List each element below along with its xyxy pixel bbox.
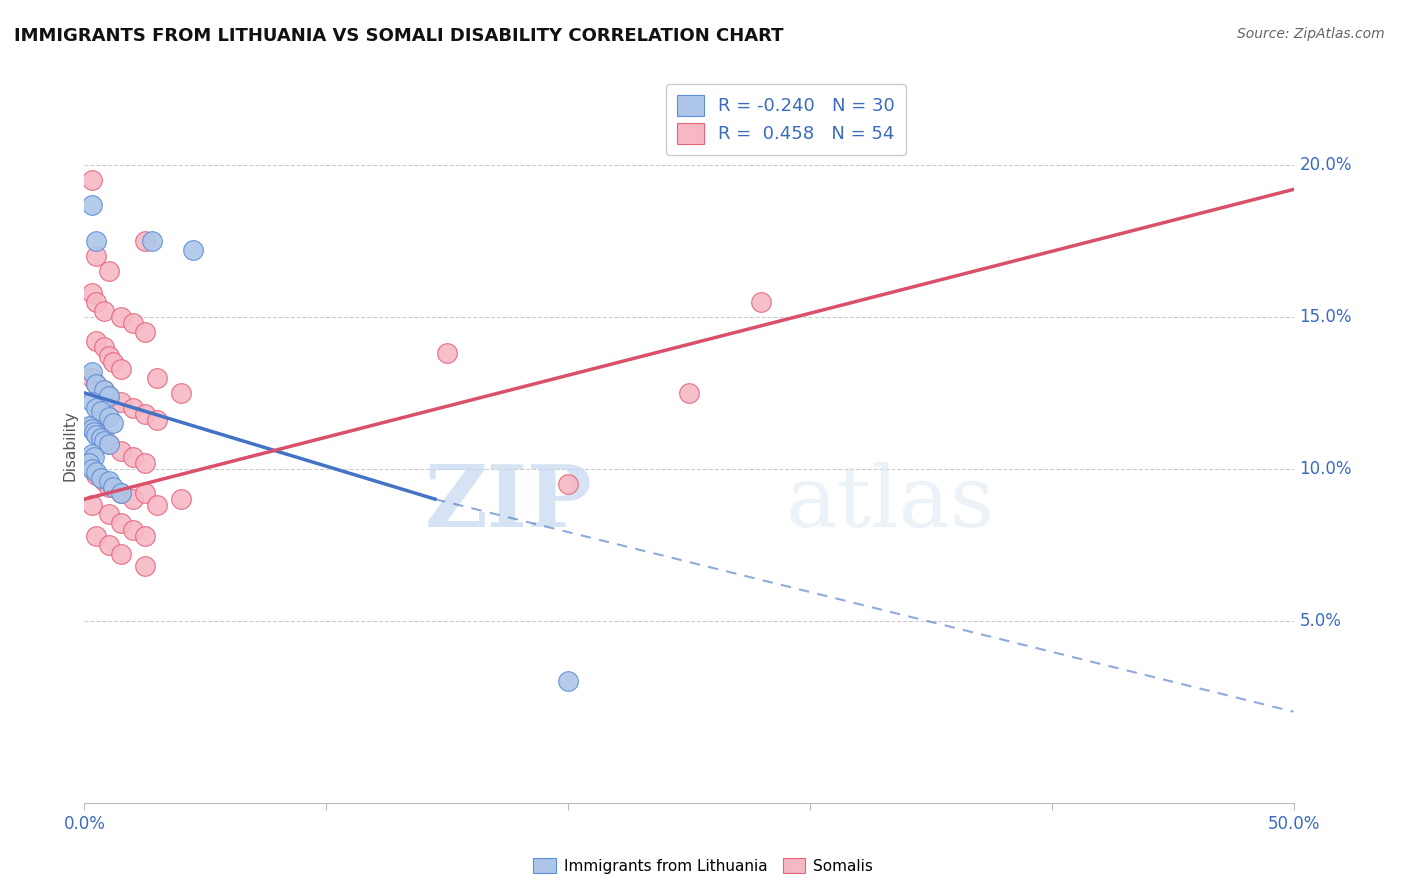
- Point: [86, 465, 108, 479]
- Text: Source: ZipAtlas.com: Source: ZipAtlas.com: [1237, 27, 1385, 41]
- Point: [97, 508, 120, 522]
- Text: 20.0%: 20.0%: [1299, 156, 1353, 174]
- Point: [86, 249, 108, 263]
- Legend: Immigrants from Lithuania, Somalis: Immigrants from Lithuania, Somalis: [527, 852, 879, 880]
- Point: [93, 383, 115, 397]
- Point: [103, 480, 125, 494]
- Point: [86, 401, 108, 415]
- Point: [80, 365, 103, 379]
- Point: [751, 294, 773, 309]
- Point: [103, 416, 125, 430]
- Point: [97, 480, 120, 494]
- Point: [110, 443, 132, 458]
- Point: [97, 538, 120, 552]
- Point: [80, 395, 103, 409]
- Point: [181, 243, 204, 257]
- Text: IMMIGRANTS FROM LITHUANIA VS SOMALI DISABILITY CORRELATION CHART: IMMIGRANTS FROM LITHUANIA VS SOMALI DISA…: [14, 27, 783, 45]
- Point: [93, 383, 115, 397]
- Point: [134, 407, 156, 421]
- Point: [134, 234, 156, 248]
- Text: 15.0%: 15.0%: [1299, 308, 1353, 326]
- Point: [80, 422, 103, 436]
- Point: [557, 477, 579, 491]
- Point: [170, 385, 193, 400]
- Point: [86, 294, 108, 309]
- Point: [83, 450, 105, 464]
- Point: [141, 234, 163, 248]
- Y-axis label: Disability: Disability: [62, 410, 77, 482]
- Point: [110, 486, 132, 500]
- Point: [121, 401, 143, 415]
- Point: [134, 528, 156, 542]
- Point: [97, 264, 120, 278]
- Point: [134, 486, 156, 500]
- Point: [80, 498, 103, 512]
- Point: [97, 410, 120, 425]
- Point: [97, 350, 120, 364]
- Point: [97, 389, 120, 403]
- Text: 10.0%: 10.0%: [1299, 459, 1353, 478]
- Point: [93, 304, 115, 318]
- Point: [134, 325, 156, 339]
- Point: [97, 437, 120, 451]
- Point: [146, 370, 169, 384]
- Point: [97, 389, 120, 403]
- Point: [80, 197, 103, 211]
- Point: [97, 437, 120, 451]
- Point: [90, 431, 112, 445]
- Point: [80, 462, 103, 476]
- Text: 5.0%: 5.0%: [1299, 612, 1341, 630]
- Point: [97, 474, 120, 488]
- Point: [86, 234, 108, 248]
- Point: [436, 346, 458, 360]
- Point: [80, 462, 103, 476]
- Point: [110, 361, 132, 376]
- Point: [86, 334, 108, 349]
- Point: [86, 376, 108, 391]
- Point: [80, 447, 103, 461]
- Point: [93, 434, 115, 449]
- Legend: R = -0.240   N = 30, R =  0.458   N = 54: R = -0.240 N = 30, R = 0.458 N = 54: [665, 84, 905, 154]
- Text: ZIP: ZIP: [425, 461, 592, 545]
- Point: [103, 355, 125, 369]
- Point: [86, 467, 108, 482]
- Point: [86, 428, 108, 442]
- Point: [90, 404, 112, 418]
- Point: [93, 340, 115, 354]
- Point: [80, 370, 103, 384]
- Point: [83, 425, 105, 440]
- Point: [80, 419, 103, 434]
- Point: [678, 385, 700, 400]
- Point: [93, 474, 115, 488]
- Point: [121, 492, 143, 507]
- Point: [86, 376, 108, 391]
- Point: [80, 285, 103, 300]
- Point: [110, 310, 132, 324]
- Point: [134, 456, 156, 470]
- Point: [90, 471, 112, 485]
- Text: atlas: atlas: [786, 461, 995, 545]
- Point: [77, 419, 100, 434]
- Point: [121, 316, 143, 330]
- Point: [110, 516, 132, 531]
- Point: [93, 431, 115, 445]
- Point: [110, 547, 132, 561]
- Point: [77, 456, 100, 470]
- Point: [146, 498, 169, 512]
- Point: [110, 486, 132, 500]
- Point: [121, 450, 143, 464]
- Point: [110, 395, 132, 409]
- Point: [146, 413, 169, 427]
- Point: [86, 528, 108, 542]
- Point: [80, 173, 103, 187]
- Point: [86, 425, 108, 440]
- Point: [134, 558, 156, 573]
- Point: [121, 523, 143, 537]
- Point: [557, 674, 579, 689]
- Point: [170, 492, 193, 507]
